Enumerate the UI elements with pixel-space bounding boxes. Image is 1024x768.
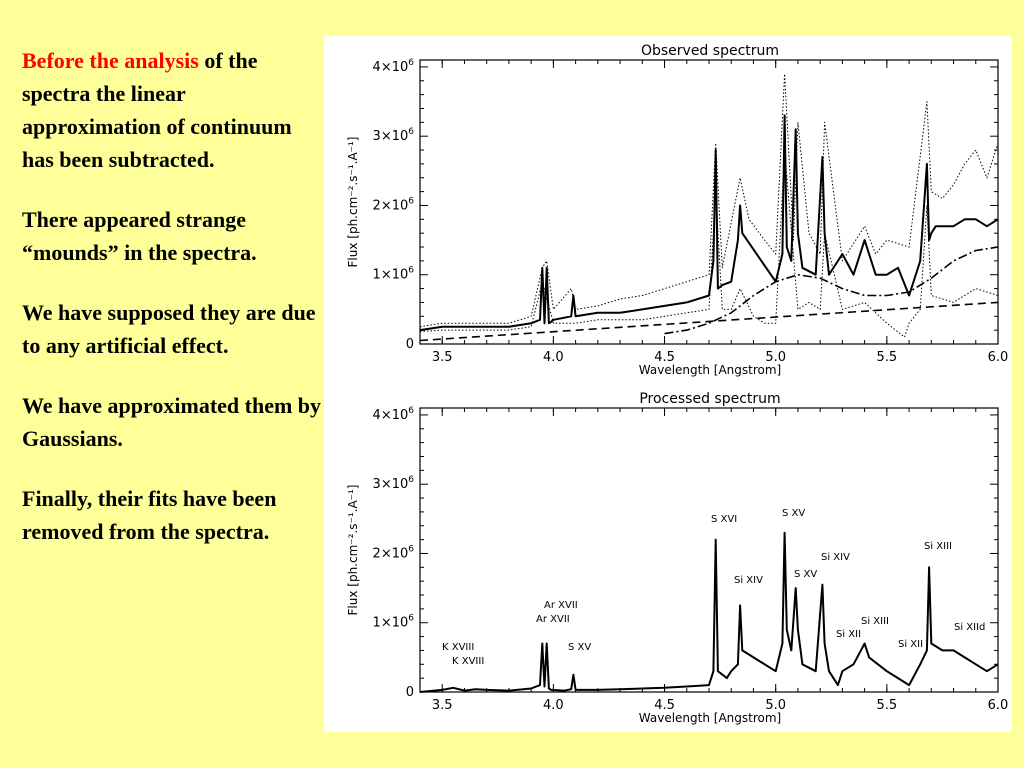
annotation-label: Si XIV [821,552,850,563]
annotation-label: Si XIId [954,622,985,633]
chart-panel: Observed spectrum Wavelength [Angstrom] … [324,36,1012,732]
processed-x-tick-label: 4.5 [654,698,675,713]
processed-y-tick-label: 0 [406,685,414,700]
annotation-label: S XV [782,508,805,519]
observed-x-tick-label: 4.5 [654,350,675,365]
annotation-label: Si XIV [734,575,763,586]
observed-y-axis-label: Flux [ph.cm⁻².s⁻¹.A⁻¹] [346,137,360,268]
line-annotations: K XVIII K XVIII Ar XVII Ar XVII S XV S X… [442,508,985,667]
annotation-label: S XV [794,569,817,580]
paragraph-2: There appeared strange “mounds” in the s… [22,207,257,265]
spectrum-charts: Observed spectrum Wavelength [Angstrom] … [346,43,1008,725]
paragraph-3: We have supposed they are due to any art… [22,300,316,358]
observed-x-tick-label: 6.0 [988,350,1009,365]
annotation-label: Si XIII [924,541,952,552]
observed-y-tick-label: 2×106 [373,196,415,213]
observed-series-line-2-dotted [419,73,999,328]
observed-x-tick-label: 5.5 [877,350,898,365]
processed-chart: Processed spectrum Wavelength [Angstrom]… [346,391,1008,725]
processed-y-tick-label: 2×106 [373,544,415,561]
observed-series-line-5-dashed [419,301,999,342]
explanation-text: Before the analysis of the spectra the l… [22,44,322,575]
observed-chart-title: Observed spectrum [641,43,779,59]
paragraph-1: Before the analysis of the spectra the l… [22,44,322,176]
paragraph-4: We have approximated them by Gaussians. [22,393,322,451]
paragraph-1-rest: of the spectra the linear approximation … [22,48,292,172]
observed-series-line-1-solid [419,114,999,332]
observed-y-tick-label: 3×106 [373,127,415,144]
observed-series-line-4-dashdot [664,246,999,335]
annotation-label: Si XIII [861,616,889,627]
processed-chart-title: Processed spectrum [639,391,780,407]
processed-x-tick-label: 3.5 [432,698,453,713]
observed-x-axis-label: Wavelength [Angstrom] [639,363,781,377]
processed-series-line-1-solid [419,531,999,693]
processed-y-tick-label: 3×106 [373,475,415,492]
processed-x-tick-label: 6.0 [988,698,1009,713]
processed-y-tick-label: 1×106 [373,614,415,631]
annotation-label: Ar XVII [544,600,578,611]
processed-x-tick-label: 5.5 [877,698,898,713]
paragraph-5: Finally, their fits have been removed fr… [22,486,277,544]
annotation-label: Ar XVII [536,614,570,625]
observed-series-line-3-dotted [419,149,999,338]
observed-y-tick-label: 1×106 [373,266,415,283]
observed-y-tick-label: 4×106 [373,58,415,75]
annotation-label: Si XII [898,639,923,650]
observed-x-tick-label: 4.0 [543,350,564,365]
annotation-label: K XVIII [452,656,484,667]
observed-chart: Observed spectrum Wavelength [Angstrom] … [346,43,1008,377]
observed-x-tick-label: 5.0 [765,350,786,365]
processed-y-tick-label: 4×106 [373,406,415,423]
annotation-label: S XV [568,642,591,653]
processed-y-axis-label: Flux [ph.cm⁻².s⁻¹.A⁻¹] [346,485,360,616]
highlight-phrase: Before the analysis [22,48,199,73]
observed-y-tick-label: 0 [406,337,414,352]
annotation-label: Si XII [836,629,861,640]
processed-x-tick-label: 4.0 [543,698,564,713]
processed-x-axis-label: Wavelength [Angstrom] [639,711,781,725]
observed-x-tick-label: 3.5 [432,350,453,365]
annotation-label: S XVI [711,514,737,525]
annotation-label: K XVIII [442,642,474,653]
processed-x-tick-label: 5.0 [765,698,786,713]
